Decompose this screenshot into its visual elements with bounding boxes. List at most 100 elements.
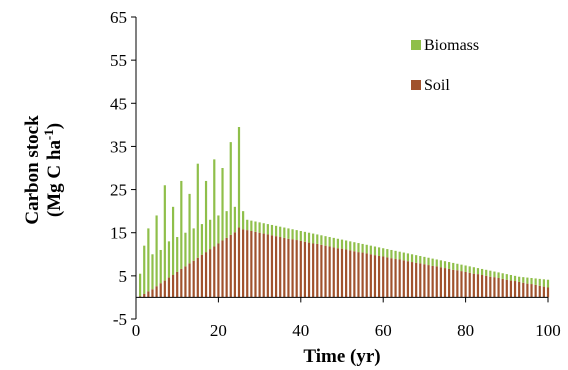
biomass-bar xyxy=(258,222,261,233)
soil-bar xyxy=(155,286,158,298)
biomass-bar xyxy=(546,279,550,288)
y-axis-title-line1: Carbon stock xyxy=(22,115,43,225)
soil-bar xyxy=(489,276,492,298)
soil-bar xyxy=(530,284,533,298)
biomass-bar xyxy=(406,253,410,262)
soil-bar xyxy=(485,275,488,298)
soil-bar xyxy=(196,257,199,298)
biomass-bar xyxy=(443,261,447,269)
soil-bar xyxy=(200,254,204,298)
soil-bar xyxy=(303,241,307,298)
biomass-bar xyxy=(522,277,525,283)
soil-bar xyxy=(163,280,166,298)
biomass-bar xyxy=(143,245,146,294)
biomass-bar xyxy=(476,268,480,275)
x-tick-label: 60 xyxy=(375,321,392,340)
soil-bar xyxy=(229,234,232,298)
biomass-bar xyxy=(204,180,208,253)
soil-bar xyxy=(464,271,467,298)
soil-bar xyxy=(443,268,447,298)
axes-group xyxy=(131,16,549,320)
biomass-bar xyxy=(509,274,513,281)
biomass-bar xyxy=(307,232,311,243)
soil-bar xyxy=(279,237,282,298)
soil-bar xyxy=(398,259,401,298)
soil-bar xyxy=(369,254,372,298)
soil-bar xyxy=(493,277,496,298)
soil-bar xyxy=(262,233,265,298)
soil-bar xyxy=(167,277,171,298)
soil-bar xyxy=(242,229,245,298)
soil-bar xyxy=(538,285,541,298)
biomass-bar xyxy=(270,224,274,236)
biomass-bar xyxy=(200,224,204,255)
soil-bar xyxy=(468,272,471,298)
biomass-bar xyxy=(159,249,162,284)
biomass-bar xyxy=(513,275,517,282)
biomass-bar xyxy=(345,240,348,250)
soil-bar xyxy=(312,243,315,298)
soil-bar xyxy=(349,250,352,298)
biomass-bar xyxy=(456,263,459,271)
legend-label-soil: Soil xyxy=(424,77,450,94)
biomass-bar xyxy=(237,127,241,228)
soil-bar xyxy=(365,253,368,298)
biomass-bar xyxy=(221,168,224,241)
soil-bar xyxy=(460,271,463,298)
biomass-bar xyxy=(262,223,265,234)
biomass-bar xyxy=(349,241,352,251)
soil-bar xyxy=(518,281,521,298)
biomass-bar xyxy=(419,256,422,264)
soil-bar xyxy=(316,243,319,298)
biomass-bar xyxy=(464,265,467,272)
x-tick-label: 20 xyxy=(210,321,227,340)
soil-bar xyxy=(233,232,236,298)
biomass-bar xyxy=(209,219,212,250)
soil-bar xyxy=(295,240,298,298)
soil-bar xyxy=(184,266,187,298)
soil-bar xyxy=(377,256,381,298)
biomass-bar xyxy=(423,256,426,265)
biomass-bar xyxy=(534,278,537,285)
biomass-bar xyxy=(217,215,220,244)
biomass-bar xyxy=(180,180,183,269)
soil-bar xyxy=(225,237,228,298)
biomass-bar xyxy=(274,225,278,237)
soil-bar xyxy=(204,252,208,298)
biomass-bar xyxy=(340,239,344,249)
bar-series-group xyxy=(139,127,550,298)
biomass-bar xyxy=(526,277,529,284)
biomass-bar xyxy=(320,235,323,245)
biomass-bar xyxy=(167,241,171,278)
soil-bar xyxy=(427,265,430,298)
biomass-bar xyxy=(357,243,360,253)
legend-swatch-soil xyxy=(411,80,421,90)
y-tick-label: 5 xyxy=(119,267,128,286)
soil-bar xyxy=(213,246,216,298)
biomass-bar xyxy=(139,273,142,297)
biomass-bar xyxy=(394,250,397,260)
biomass-bar xyxy=(452,262,455,270)
biomass-bar xyxy=(324,236,327,246)
biomass-bar xyxy=(176,237,179,272)
biomass-bar xyxy=(369,245,372,255)
biomass-bar xyxy=(147,228,150,292)
biomass-bar xyxy=(196,163,199,258)
soil-bar xyxy=(324,245,327,298)
soil-bar xyxy=(336,248,339,298)
legend-swatch-biomass xyxy=(411,40,421,50)
soil-bar xyxy=(522,282,525,298)
biomass-bar xyxy=(361,243,364,253)
biomass-bar xyxy=(365,244,368,254)
soil-bar xyxy=(505,279,508,298)
biomass-bar xyxy=(398,251,401,260)
biomass-bar xyxy=(402,252,405,261)
soil-bar xyxy=(406,261,410,298)
soil-bar xyxy=(509,280,513,298)
biomass-bar xyxy=(291,229,294,240)
soil-bar xyxy=(143,293,146,298)
soil-bar xyxy=(299,240,302,298)
tick-labels-group: -5 5 15 25 35 45 55 65 0 20 40 60 80 100 xyxy=(110,8,561,340)
soil-bar xyxy=(501,278,504,298)
